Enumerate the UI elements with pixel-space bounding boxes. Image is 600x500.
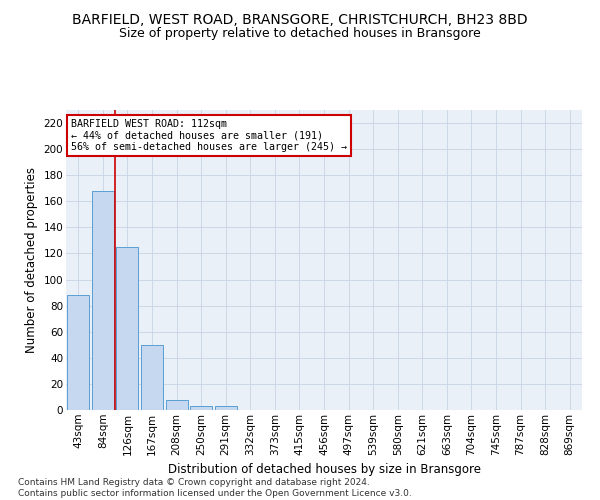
Bar [190,406,212,410]
Bar [116,247,139,410]
Y-axis label: Number of detached properties: Number of detached properties [25,167,38,353]
Bar [141,345,163,410]
Bar [166,400,188,410]
Bar [215,406,237,410]
Text: Contains HM Land Registry data © Crown copyright and database right 2024.
Contai: Contains HM Land Registry data © Crown c… [18,478,412,498]
Text: Size of property relative to detached houses in Bransgore: Size of property relative to detached ho… [119,28,481,40]
Bar [67,295,89,410]
X-axis label: Distribution of detached houses by size in Bransgore: Distribution of detached houses by size … [167,463,481,476]
Text: BARFIELD WEST ROAD: 112sqm
← 44% of detached houses are smaller (191)
56% of sem: BARFIELD WEST ROAD: 112sqm ← 44% of deta… [71,119,347,152]
Text: BARFIELD, WEST ROAD, BRANSGORE, CHRISTCHURCH, BH23 8BD: BARFIELD, WEST ROAD, BRANSGORE, CHRISTCH… [72,12,528,26]
Bar [92,191,114,410]
